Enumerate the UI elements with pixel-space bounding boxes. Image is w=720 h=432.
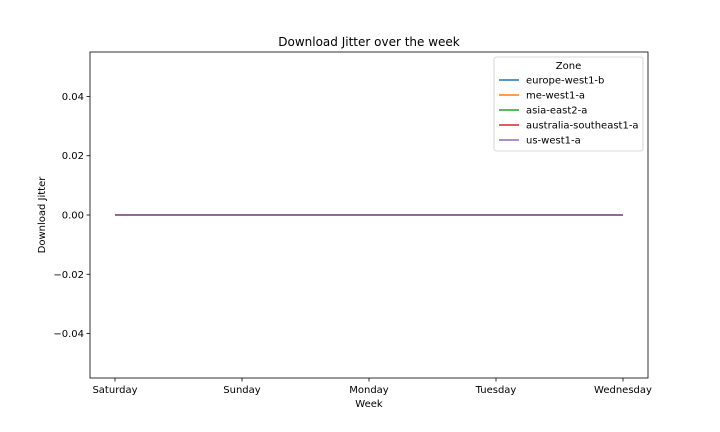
x-axis: Saturday Sunday Monday Tuesday Wednesday (92, 378, 652, 396)
legend-title: Zone (556, 61, 581, 72)
x-tick-label: Monday (349, 385, 389, 396)
legend-label: asia-east2-a (526, 106, 587, 117)
y-tick-label: 0.02 (62, 151, 84, 162)
legend: Zone europe-west1-b me-west1-a asia-east2-a… (493, 56, 644, 152)
legend-label: australia-southeast1-a (526, 121, 639, 132)
legend-label: me-west1-a (526, 91, 585, 102)
x-tick-label: Wednesday (594, 385, 652, 396)
y-tick-label: −0.02 (53, 270, 84, 281)
x-tick-label: Saturday (92, 385, 137, 396)
y-tick-label: −0.04 (53, 329, 84, 340)
y-tick-label: 0.04 (62, 92, 84, 103)
legend-label: europe-west1-b (526, 76, 604, 87)
y-tick-label: 0.00 (62, 211, 84, 222)
x-axis-title: Week (355, 399, 383, 410)
legend-label: us-west1-a (526, 136, 581, 147)
y-axis-title: Download Jitter (37, 176, 48, 254)
x-tick-label: Tuesday (475, 385, 517, 396)
chart-title: Download Jitter over the week (278, 35, 460, 49)
y-axis: −0.04 −0.02 0.00 0.02 0.04 (53, 92, 90, 340)
x-tick-label: Sunday (223, 385, 260, 396)
legend-frame (493, 56, 644, 152)
